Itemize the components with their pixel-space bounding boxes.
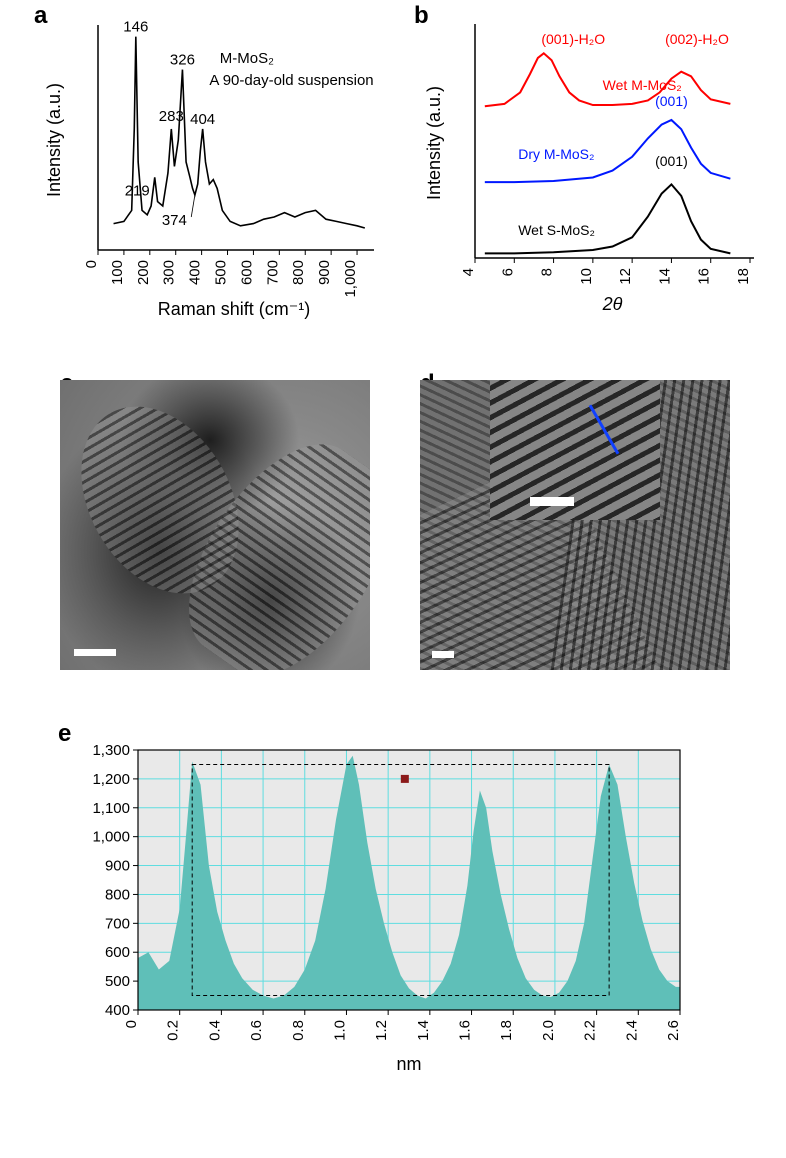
- svg-text:1.6: 1.6: [457, 1020, 474, 1041]
- svg-text:900: 900: [105, 858, 130, 875]
- svg-text:0: 0: [83, 260, 100, 268]
- svg-text:1,100: 1,100: [92, 800, 130, 817]
- svg-text:2.4: 2.4: [623, 1020, 640, 1041]
- svg-text:Intensity (a.u.): Intensity (a.u.): [424, 86, 444, 200]
- panel-d-inset: [490, 380, 660, 520]
- svg-text:600: 600: [238, 260, 255, 285]
- svg-text:146: 146: [123, 19, 148, 36]
- scale-bar-d-inset: [530, 497, 574, 506]
- svg-text:283: 283: [159, 108, 184, 125]
- svg-text:1.4: 1.4: [415, 1020, 432, 1041]
- svg-text:A 90-day-old suspension: A 90-day-old suspension: [209, 72, 373, 89]
- svg-text:18: 18: [735, 268, 752, 285]
- svg-text:404: 404: [190, 111, 215, 128]
- svg-text:(002)-H₂O: (002)-H₂O: [665, 31, 729, 47]
- svg-text:10: 10: [578, 268, 595, 285]
- svg-text:(001): (001): [655, 153, 688, 169]
- panel-d-tem-image: [420, 380, 730, 670]
- svg-text:2.2: 2.2: [582, 1020, 599, 1041]
- panel-b: 4 6 8 10 12 14 16 18 (001)-H₂O (002)-H₂O (001) (001…: [420, 10, 760, 320]
- scale-bar-c: [74, 649, 116, 656]
- svg-text:4: 4: [460, 268, 477, 276]
- svg-text:2.0: 2.0: [540, 1020, 557, 1041]
- svg-text:500: 500: [105, 973, 130, 990]
- svg-text:600: 600: [105, 944, 130, 961]
- svg-text:0.4: 0.4: [206, 1020, 223, 1041]
- svg-text:200: 200: [135, 260, 152, 285]
- svg-text:6: 6: [499, 268, 516, 276]
- svg-text:1,200: 1,200: [92, 771, 130, 788]
- svg-text:500: 500: [213, 260, 230, 285]
- svg-text:Intensity (a.u.): Intensity (a.u.): [44, 83, 64, 197]
- svg-text:14: 14: [656, 268, 673, 285]
- svg-text:Dry M-MoS₂: Dry M-MoS₂: [518, 146, 594, 162]
- svg-text:Raman shift (cm⁻¹): Raman shift (cm⁻¹): [158, 299, 311, 319]
- svg-text:M-MoS₂: M-MoS₂: [220, 50, 274, 67]
- svg-text:(001): (001): [655, 93, 688, 109]
- svg-text:Wet S-MoS₂: Wet S-MoS₂: [518, 222, 595, 238]
- svg-text:1.8: 1.8: [498, 1020, 515, 1041]
- svg-text:1.0: 1.0: [331, 1020, 348, 1041]
- svg-text:400: 400: [105, 1002, 130, 1019]
- svg-text:8: 8: [539, 268, 556, 276]
- linescan-chart: 0 0.2 0.4 0.6 0.8 1.0 1.2 1.4 1.6 1.8 2.0 2.2 2.4 2.6…: [60, 720, 700, 1080]
- svg-text:0.2: 0.2: [165, 1020, 182, 1041]
- svg-text:16: 16: [696, 268, 713, 285]
- svg-text:Wet M-MoS₂: Wet M-MoS₂: [603, 77, 682, 93]
- svg-text:219: 219: [125, 182, 150, 199]
- svg-text:12: 12: [617, 268, 634, 285]
- panel-a: 0 100 200 300 400 500 600 700 800 900 1,000 146 219 2…: [40, 10, 380, 320]
- svg-text:400: 400: [187, 260, 204, 285]
- panel-c-tem-image: [60, 380, 370, 670]
- svg-text:0: 0: [123, 1020, 140, 1028]
- svg-text:1.2: 1.2: [373, 1020, 390, 1041]
- svg-text:2θ: 2θ: [602, 294, 623, 314]
- svg-text:2.6: 2.6: [665, 1020, 682, 1041]
- svg-text:800: 800: [290, 260, 307, 285]
- svg-text:700: 700: [105, 915, 130, 932]
- svg-text:800: 800: [105, 886, 130, 903]
- svg-text:374: 374: [162, 212, 187, 229]
- svg-text:700: 700: [264, 260, 281, 285]
- svg-text:0.6: 0.6: [248, 1020, 265, 1041]
- svg-text:100: 100: [109, 260, 126, 285]
- svg-text:(001)-H₂O: (001)-H₂O: [541, 31, 605, 47]
- svg-text:0.8: 0.8: [290, 1020, 307, 1041]
- scale-bar-d: [432, 651, 454, 658]
- svg-text:300: 300: [161, 260, 178, 285]
- svg-text:nm: nm: [396, 1054, 421, 1074]
- panel-e: 0 0.2 0.4 0.6 0.8 1.0 1.2 1.4 1.6 1.8 2.0 2.2 2.4 2.6…: [60, 720, 680, 1080]
- svg-text:900: 900: [316, 260, 333, 285]
- svg-text:1,000: 1,000: [342, 260, 359, 298]
- raman-spectrum-chart: 0 100 200 300 400 500 600 700 800 900 1,000 146 219 2…: [40, 10, 380, 320]
- svg-text:1,300: 1,300: [92, 742, 130, 759]
- svg-text:1,000: 1,000: [92, 829, 130, 846]
- svg-text:326: 326: [170, 52, 195, 69]
- xrd-chart: 4 6 8 10 12 14 16 18 (001)-H₂O (002)-H₂O (001) (001…: [420, 10, 760, 320]
